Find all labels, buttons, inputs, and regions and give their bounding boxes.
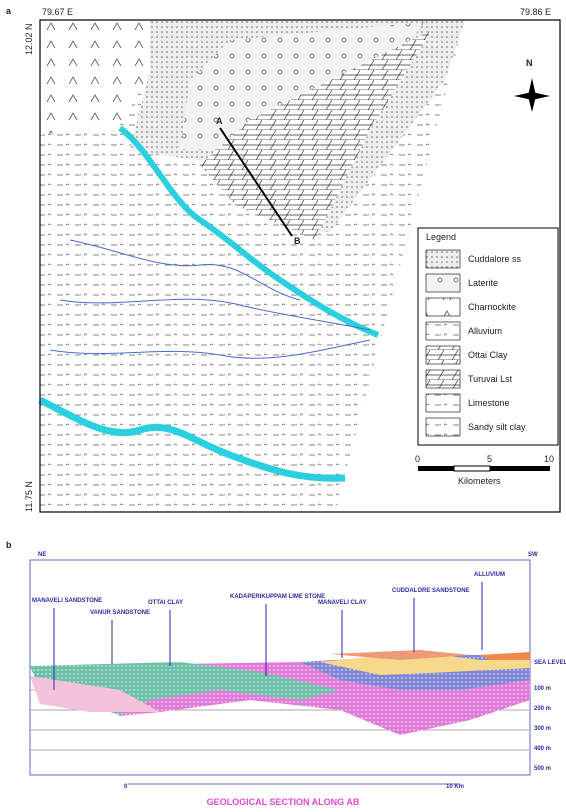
caption: GEOLOGICAL SECTION ALONG AB bbox=[207, 797, 360, 807]
scale-unit: Kilometers bbox=[458, 476, 501, 486]
legend-label: Laterite bbox=[468, 278, 498, 288]
depth-label: 400 m bbox=[534, 746, 551, 752]
legend-label: Ottai Clay bbox=[468, 350, 508, 360]
depth-label: 200 m bbox=[534, 706, 551, 712]
lat-label: 12.02 N bbox=[24, 23, 34, 55]
legend-title: Legend bbox=[426, 232, 456, 242]
north-label: N bbox=[526, 58, 533, 68]
legend-label: Limestone bbox=[468, 398, 510, 408]
scale-tick: 5 bbox=[487, 454, 492, 464]
legend-swatch bbox=[426, 250, 460, 268]
legend-label: Sandy silt clay bbox=[468, 422, 526, 432]
legend-swatch bbox=[426, 322, 460, 340]
scale-tick: 0 bbox=[415, 454, 420, 464]
depth-label: 500 m bbox=[534, 766, 551, 772]
direction: SW bbox=[528, 552, 538, 558]
unit-label: MANAVELI CLAY bbox=[318, 600, 366, 606]
lon-label: 79.86 E bbox=[520, 7, 551, 17]
legend-swatch bbox=[426, 346, 460, 364]
legend-label: Charnockite bbox=[468, 302, 516, 312]
legend-swatch bbox=[426, 274, 460, 292]
unit-label: ALLUVIUM bbox=[474, 572, 505, 578]
unit-label: MANAVELI SANDSTONE bbox=[32, 598, 102, 604]
legend-label: Alluvium bbox=[468, 326, 502, 336]
legend-swatch bbox=[426, 418, 460, 436]
unit-label: OTTAI CLAY bbox=[148, 600, 183, 606]
figure: a 79.67 E 79.86 E 12.02 N 11.75 N A B N … bbox=[0, 0, 566, 812]
legend-label: Turuvai Lst bbox=[468, 374, 513, 384]
depth-label: SEA LEVEL bbox=[534, 660, 566, 666]
lon-label: 79.67 E bbox=[42, 7, 73, 17]
legend-swatch bbox=[426, 394, 460, 412]
distance-label: 10 Km bbox=[446, 784, 464, 790]
unit-label: KADAPERIKUPPAM LIME STONE bbox=[230, 594, 325, 600]
depth-label: 300 m bbox=[534, 726, 551, 732]
section-point: B bbox=[294, 236, 301, 246]
distance-label: 0 bbox=[124, 784, 128, 790]
scale-bar bbox=[418, 466, 550, 471]
unit-label: CUDDALORE SANDSTONE bbox=[392, 588, 470, 594]
legend-swatch bbox=[426, 298, 460, 316]
panel-label: a bbox=[6, 6, 12, 16]
legend-label: Cuddalore ss bbox=[468, 254, 522, 264]
scale-tick: 10 bbox=[544, 454, 554, 464]
section-point: A bbox=[216, 116, 223, 126]
north-arrow bbox=[514, 78, 550, 112]
depth-label: 100 m bbox=[534, 686, 551, 692]
lat-label: 11.75 N bbox=[24, 481, 34, 512]
legend-swatch bbox=[426, 370, 460, 388]
panel-label: b bbox=[6, 540, 12, 550]
unit-label: VANUR SANDSTONE bbox=[90, 610, 150, 616]
direction: NE bbox=[38, 552, 46, 558]
